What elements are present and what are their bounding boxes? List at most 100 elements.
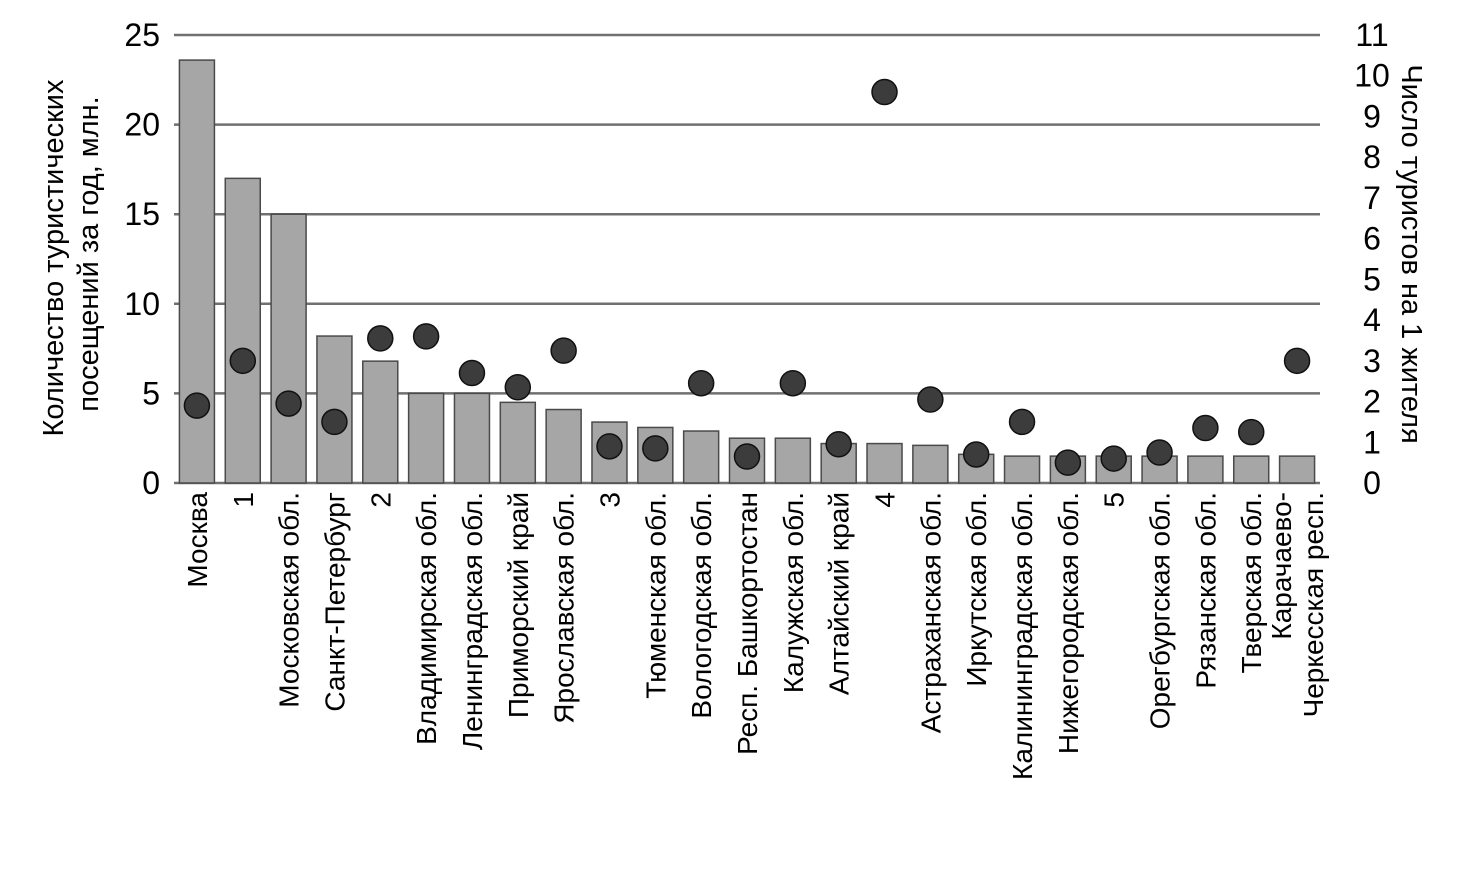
bar <box>178 59 216 484</box>
bar <box>407 392 445 484</box>
right-tick-label: 0 <box>1363 465 1381 501</box>
left-tick-label: 20 <box>124 107 160 143</box>
scatter-point <box>779 369 807 397</box>
category-label-line: 3 <box>594 492 625 508</box>
category-label-line: Владимирская обл. <box>411 492 442 745</box>
category-label: 5 <box>1099 492 1130 508</box>
right-tick-label: 10 <box>1354 58 1390 94</box>
scatter-point <box>275 390 302 417</box>
category-label-line: 2 <box>365 492 396 508</box>
right-tick-label: 9 <box>1363 98 1381 134</box>
right-tick-label: 4 <box>1363 302 1381 338</box>
category-label: 1 <box>228 492 259 508</box>
right-tick-label: 8 <box>1363 139 1381 175</box>
category-label: Ленинградская обл. <box>457 492 488 750</box>
bar <box>1187 455 1224 484</box>
left-axis-ticks: 0 5 10 15 20 25 <box>124 17 160 501</box>
category-label: Приморский край <box>503 492 534 718</box>
scatter-point <box>596 433 623 460</box>
bar <box>774 437 812 484</box>
category-label: Калужская обл. <box>778 492 809 693</box>
bar <box>453 392 491 484</box>
left-axis-title-line-2: посещений за год, млн. <box>73 96 105 411</box>
category-label: 2 <box>365 492 396 508</box>
scatter-point <box>1192 414 1219 442</box>
category-label-line: Ленинградская обл. <box>457 492 488 750</box>
scatter-point <box>871 78 898 106</box>
category-label-line: Калининградская обл. <box>1007 492 1038 780</box>
bar-series <box>178 59 1316 484</box>
scatter-point <box>1100 445 1127 472</box>
scatter-point <box>642 435 669 462</box>
category-label: Нижегородская обл. <box>1053 492 1084 754</box>
bar <box>1003 455 1041 484</box>
category-label-line: Ярославская обл. <box>549 492 580 724</box>
scatter-point <box>1283 347 1311 375</box>
scatter-point <box>367 325 394 352</box>
scatter-point <box>1008 408 1036 436</box>
category-label: Вологодская обл. <box>686 492 717 719</box>
left-tick-label: 0 <box>142 465 160 501</box>
left-axis-title-line-1: Количество туристических <box>38 79 70 437</box>
right-tick-label: 3 <box>1363 343 1381 379</box>
category-label: Санкт-Петербург <box>319 492 350 712</box>
scatter-point <box>917 386 944 413</box>
right-tick-label: 6 <box>1363 221 1381 257</box>
category-label: Рязанская обл. <box>1190 492 1221 689</box>
scatter-point <box>1237 418 1265 446</box>
category-label-line: Иркутская обл. <box>961 492 992 687</box>
scatter-point <box>825 431 852 458</box>
scatter-point <box>687 369 715 397</box>
category-label-line: Санкт-Петербург <box>319 492 350 712</box>
category-label-line: 5 <box>1099 492 1130 508</box>
left-tick-label: 25 <box>124 17 160 53</box>
left-axis-title: Количество туристических посещений за го… <box>38 71 105 436</box>
category-label-line: Тюменская обл. <box>640 492 671 699</box>
bar <box>224 177 262 484</box>
category-label-line: Приморский край <box>503 492 534 718</box>
category-label: Владимирская обл. <box>411 492 442 745</box>
category-label: Респ. Башкортостан <box>732 492 763 755</box>
category-label-line: 4 <box>870 492 901 508</box>
bar <box>866 442 903 484</box>
category-labels: Москва 1 Московская обл. Санкт-Петербург 2 Вл… <box>182 492 1329 780</box>
category-label-line: Алтайский край <box>824 492 855 695</box>
category-label: 3 <box>594 492 625 508</box>
category-label-line: 1 <box>228 492 259 508</box>
bar <box>1232 455 1270 484</box>
category-label-line: Вологодская обл. <box>686 492 717 719</box>
category-label-line: Астраханская обл. <box>915 492 946 733</box>
category-label-line: Московская обл. <box>274 492 305 708</box>
category-label: Иркутская обл. <box>961 492 992 687</box>
category-label-line: Нижегородская обл. <box>1053 492 1084 754</box>
bar <box>912 444 949 484</box>
scatter-point <box>458 359 486 387</box>
scatter-point <box>229 347 257 375</box>
right-tick-label: 2 <box>1363 384 1381 420</box>
left-tick-label: 5 <box>142 375 160 411</box>
scatter-point <box>962 441 990 468</box>
right-tick-label: 7 <box>1363 180 1381 216</box>
right-tick-label: 1 <box>1363 424 1381 460</box>
category-label: Алтайский край <box>824 492 855 695</box>
category-label: Калининградская обл. <box>1007 492 1038 780</box>
category-label-line: Респ. Башкортостан <box>732 492 763 755</box>
bar <box>545 408 582 484</box>
right-tick-label: 5 <box>1363 261 1381 297</box>
category-label: Московская обл. <box>274 492 305 708</box>
scatter-point <box>183 392 211 419</box>
category-label: 4 <box>870 492 901 508</box>
scatter-point <box>733 443 761 470</box>
bar <box>1278 455 1316 484</box>
scatter-series <box>183 78 1311 476</box>
category-label-line: Тверская обл. <box>1236 492 1267 673</box>
right-tick-label: 11 <box>1355 17 1388 53</box>
category-label-line: Калужская обл. <box>778 492 809 693</box>
scatter-point <box>1146 439 1173 466</box>
scatter-point <box>1054 449 1082 476</box>
bar <box>270 213 307 484</box>
category-label: Ярославская обл. <box>549 492 580 724</box>
category-label-line: Карачаево- <box>1266 492 1297 640</box>
category-label-line: Орегбургская обл. <box>1145 492 1176 729</box>
